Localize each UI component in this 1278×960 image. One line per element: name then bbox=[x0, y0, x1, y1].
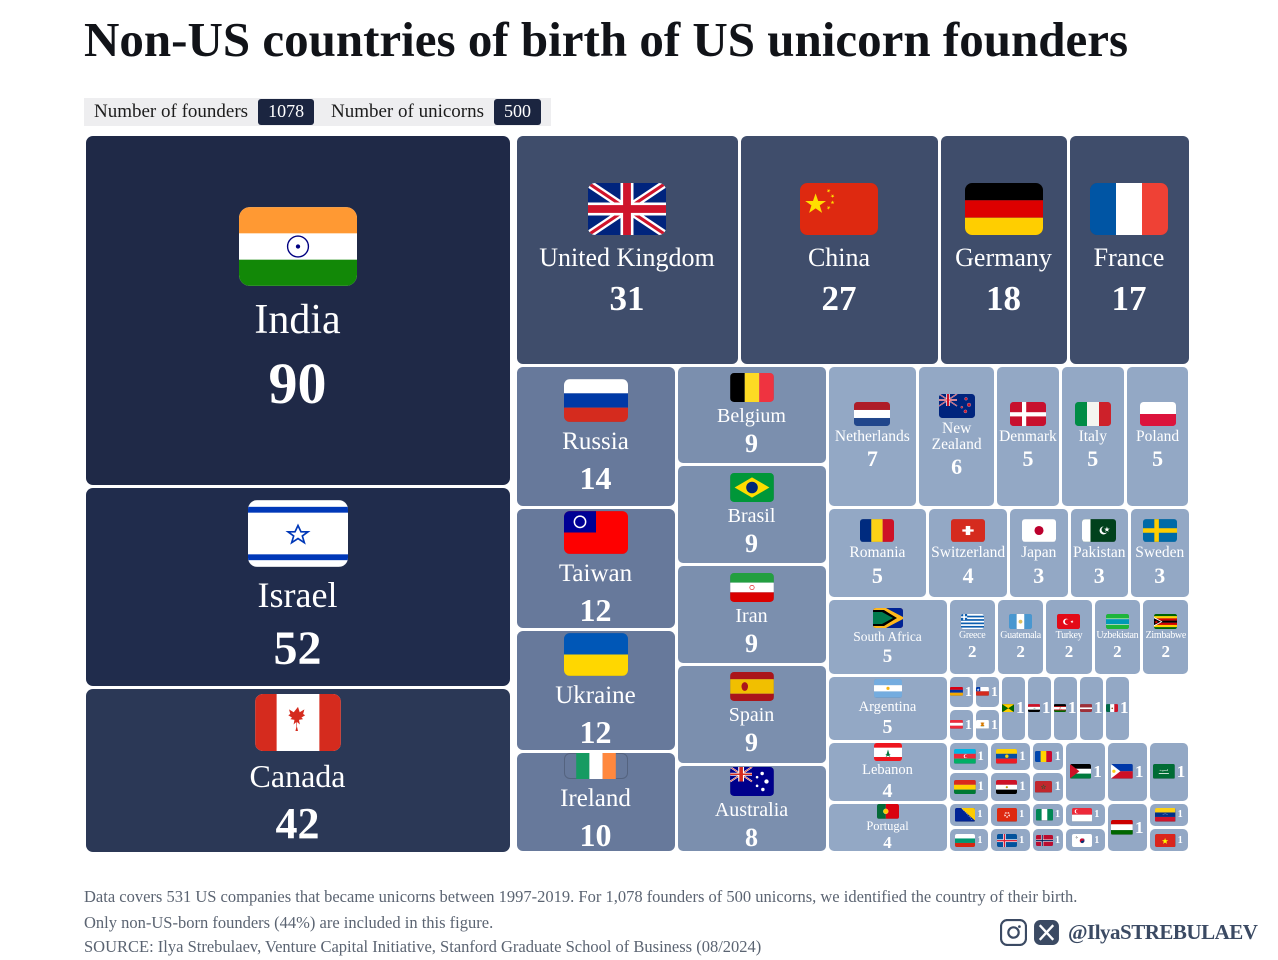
svg-text:السعودية: السعودية bbox=[1160, 769, 1169, 772]
